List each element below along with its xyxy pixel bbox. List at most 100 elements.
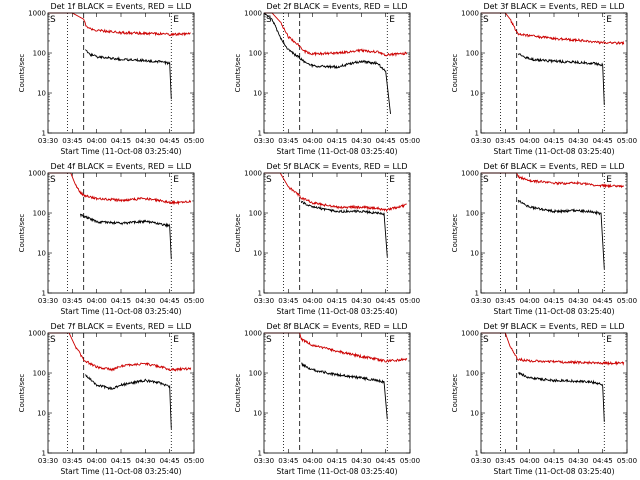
x-tick-label: 04:00 — [303, 457, 323, 465]
x-tick-label: 05:00 — [400, 457, 420, 465]
x-tick-label: 03:30 — [38, 457, 58, 465]
y-tick-label: 1000 — [244, 10, 262, 18]
x-tick-label: 04:45 — [593, 457, 613, 465]
x-tick-label: 03:45 — [495, 297, 515, 305]
interval-end-marker: E — [606, 15, 612, 25]
interval-start-marker: S — [266, 15, 272, 25]
interval-end-marker: E — [173, 15, 179, 25]
y-axis-label: Counts/sec — [18, 374, 26, 413]
y-tick-label: 1000 — [28, 170, 46, 178]
x-tick-label: 03:45 — [278, 137, 298, 145]
y-tick-label: 100 — [249, 210, 262, 218]
interval-end-marker: E — [389, 335, 395, 345]
x-tick-label: 04:15 — [327, 457, 347, 465]
x-tick-label: 05:00 — [184, 457, 204, 465]
x-tick-label: 03:30 — [471, 137, 491, 145]
x-tick-label: 04:00 — [520, 457, 540, 465]
y-tick-label: 1 — [475, 290, 479, 298]
x-tick-label: 04:30 — [568, 137, 588, 145]
y-tick-label: 10 — [253, 250, 262, 258]
x-tick-label: 04:30 — [135, 457, 155, 465]
detector-panel-8: Det 8f BLACK = Events, RED = LLD Counts/s… — [234, 322, 420, 476]
y-tick-label: 1 — [475, 130, 479, 138]
lld-series-line — [48, 332, 192, 372]
plot-frame — [480, 332, 628, 454]
x-tick-label: 03:45 — [278, 297, 298, 305]
x-tick-label: 05:00 — [400, 137, 420, 145]
x-tick-label: 04:30 — [568, 457, 588, 465]
lld-series-line — [481, 12, 625, 46]
x-tick-label: 04:15 — [544, 137, 564, 145]
detector-panel-9: Det 9f BLACK = Events, RED = LLD Counts/s… — [451, 322, 637, 476]
x-tick-label: 04:00 — [520, 137, 540, 145]
interval-start-marker: S — [50, 175, 56, 185]
y-tick-label: 100 — [249, 370, 262, 378]
detector-panel-7: Det 7f BLACK = Events, RED = LLD Counts/s… — [18, 322, 204, 476]
x-tick-label: 03:30 — [471, 297, 491, 305]
interval-end-marker: E — [606, 175, 612, 185]
x-tick-label: 03:45 — [278, 457, 298, 465]
interval-end-marker: E — [173, 175, 179, 185]
interval-start-marker: S — [483, 175, 489, 185]
x-axis-label: Start Time (11-Oct-08 03:25:40) — [493, 467, 614, 476]
x-tick-label: 05:00 — [400, 297, 420, 305]
x-axis-label: Start Time (11-Oct-08 03:25:40) — [276, 147, 397, 156]
x-tick-label: 04:45 — [376, 457, 396, 465]
x-tick-label: 04:00 — [87, 457, 107, 465]
x-tick-label: 04:00 — [303, 297, 323, 305]
events-series-line — [85, 49, 172, 100]
x-axis-label: Start Time (11-Oct-08 03:25:40) — [60, 147, 181, 156]
x-tick-label: 03:45 — [495, 457, 515, 465]
x-tick-label: 04:15 — [111, 297, 131, 305]
y-tick-label: 1000 — [244, 170, 262, 178]
y-tick-label: 1000 — [461, 10, 479, 18]
detector-panel-2: Det 2f BLACK = Events, RED = LLD Counts/s… — [234, 2, 420, 156]
interval-end-marker: E — [173, 335, 179, 345]
y-tick-label: 1000 — [28, 330, 46, 338]
x-axis-label: Start Time (11-Oct-08 03:25:40) — [276, 467, 397, 476]
panel-title: Det 9f BLACK = Events, RED = LLD — [483, 322, 624, 331]
y-axis-label: Counts/sec — [451, 54, 459, 93]
plot-frame — [480, 172, 628, 294]
x-tick-label: 04:45 — [160, 457, 180, 465]
detector-panel-6: Det 6f BLACK = Events, RED = LLD Counts/s… — [451, 162, 637, 316]
interval-start-marker: S — [483, 335, 489, 345]
panel-title: Det 7f BLACK = Events, RED = LLD — [50, 322, 191, 331]
plot-frame — [263, 332, 411, 454]
x-tick-label: 04:30 — [351, 137, 371, 145]
x-tick-label: 03:30 — [254, 457, 274, 465]
x-axis-label: Start Time (11-Oct-08 03:25:40) — [493, 147, 614, 156]
y-tick-label: 1 — [475, 450, 479, 458]
y-tick-label: 10 — [253, 410, 262, 418]
x-tick-label: 04:15 — [327, 137, 347, 145]
plot-frame — [263, 12, 411, 134]
y-tick-label: 100 — [466, 210, 479, 218]
x-tick-label: 04:15 — [327, 297, 347, 305]
interval-start-marker: S — [266, 175, 272, 185]
detector-panel-5: Det 5f BLACK = Events, RED = LLD Counts/s… — [234, 162, 420, 316]
x-tick-label: 04:15 — [544, 297, 564, 305]
y-tick-label: 100 — [33, 50, 46, 58]
lld-series-line — [481, 172, 625, 189]
y-tick-label: 100 — [466, 370, 479, 378]
x-tick-label: 05:00 — [617, 137, 637, 145]
x-tick-label: 05:00 — [184, 137, 204, 145]
x-tick-label: 04:15 — [544, 457, 564, 465]
panel-title: Det 4f BLACK = Events, RED = LLD — [50, 162, 191, 171]
y-tick-label: 1 — [258, 290, 262, 298]
y-tick-label: 1 — [42, 450, 46, 458]
x-tick-label: 05:00 — [184, 297, 204, 305]
y-tick-label: 100 — [33, 370, 46, 378]
x-tick-label: 03:30 — [471, 457, 491, 465]
x-tick-label: 03:30 — [254, 297, 274, 305]
events-series-line — [517, 53, 605, 106]
interval-start-marker: S — [266, 335, 272, 345]
x-tick-label: 04:00 — [87, 137, 107, 145]
y-axis-label: Counts/sec — [18, 54, 26, 93]
x-tick-label: 04:00 — [87, 297, 107, 305]
y-tick-label: 1 — [258, 130, 262, 138]
x-axis-label: Start Time (11-Oct-08 03:25:40) — [60, 467, 181, 476]
x-tick-label: 04:15 — [111, 137, 131, 145]
interval-end-marker: E — [389, 175, 395, 185]
